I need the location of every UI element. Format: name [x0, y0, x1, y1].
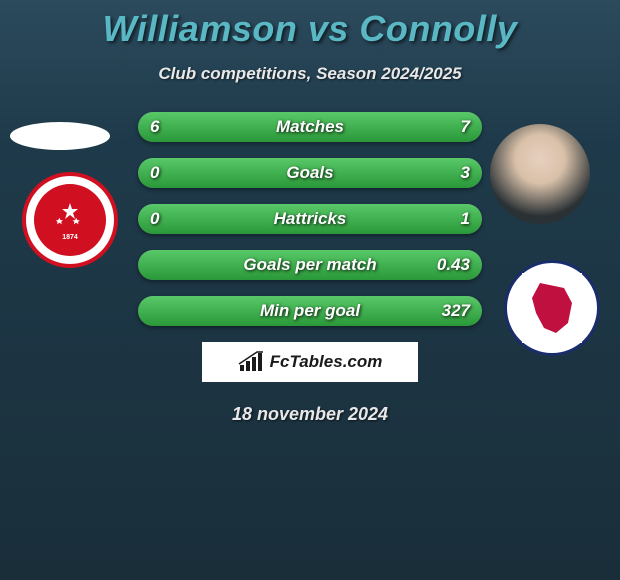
- date-text: 18 november 2024: [0, 404, 620, 425]
- stat-bar: 327Min per goal: [138, 296, 482, 326]
- brand-box[interactable]: FcTables.com: [202, 342, 418, 382]
- comparison-content: 1874 67Matches 03Goals 01Hattricks 0.43Goal…: [0, 112, 620, 326]
- stat-bars: 67Matches 03Goals 01Hattricks 0.43Goals per…: [138, 112, 482, 326]
- club-badge-left-inner: 1874: [34, 184, 106, 256]
- svg-text:1874: 1874: [62, 234, 78, 241]
- stat-label: Hattricks: [138, 204, 482, 234]
- page-title: Williamson vs Connolly: [0, 0, 620, 50]
- stat-label: Goals per match: [138, 250, 482, 280]
- stat-label: Min per goal: [138, 296, 482, 326]
- stat-bar: 67Matches: [138, 112, 482, 142]
- player-photo-left: [10, 122, 110, 150]
- club-logo-right: [504, 260, 600, 356]
- stat-label: Matches: [138, 112, 482, 142]
- player-photo-right: [490, 124, 590, 224]
- club-badge-right-inner: [522, 273, 582, 343]
- subtitle: Club competitions, Season 2024/2025: [0, 64, 620, 84]
- club-crest-right-icon: [532, 283, 572, 333]
- stat-bar: 03Goals: [138, 158, 482, 188]
- brand-text: FcTables.com: [270, 352, 383, 372]
- club-crest-left-icon: 1874: [45, 195, 95, 245]
- stat-label: Goals: [138, 158, 482, 188]
- brand-chart-icon: [238, 351, 264, 373]
- stat-bar: 01Hattricks: [138, 204, 482, 234]
- club-logo-left: 1874: [22, 172, 118, 268]
- stat-bar: 0.43Goals per match: [138, 250, 482, 280]
